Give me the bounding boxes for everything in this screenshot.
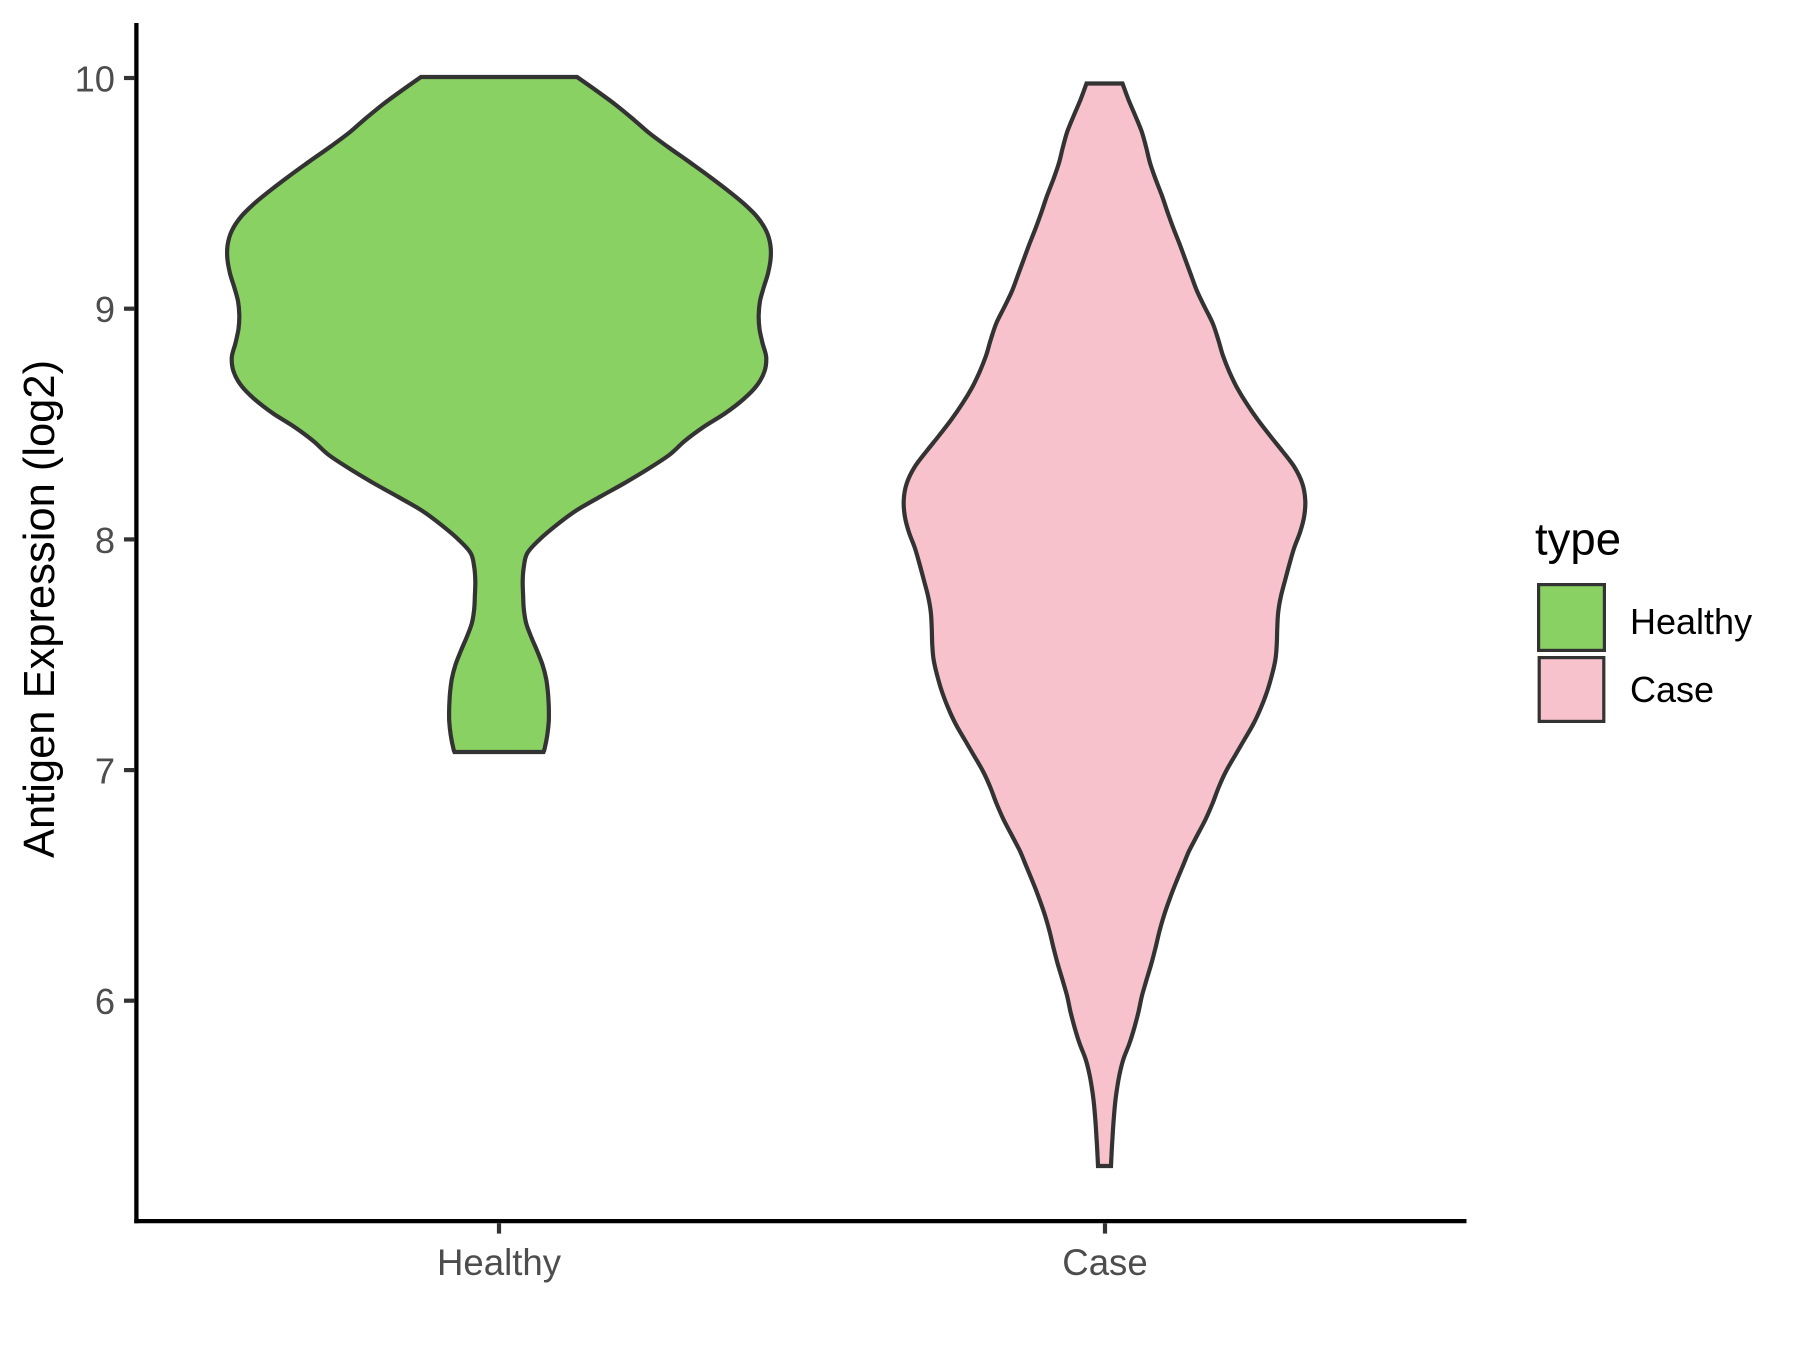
svg-text:Healthy: Healthy <box>437 1242 562 1283</box>
svg-text:Case: Case <box>1630 669 1714 710</box>
svg-text:8: 8 <box>95 520 115 561</box>
svg-text:type: type <box>1535 514 1621 565</box>
svg-text:10: 10 <box>75 59 115 100</box>
svg-text:Case: Case <box>1062 1242 1147 1283</box>
svg-text:Healthy: Healthy <box>1630 601 1752 642</box>
svg-text:6: 6 <box>95 981 115 1022</box>
svg-text:7: 7 <box>95 751 115 792</box>
svg-text:9: 9 <box>95 289 115 330</box>
svg-text:Antigen Expression (log2): Antigen Expression (log2) <box>16 360 64 858</box>
